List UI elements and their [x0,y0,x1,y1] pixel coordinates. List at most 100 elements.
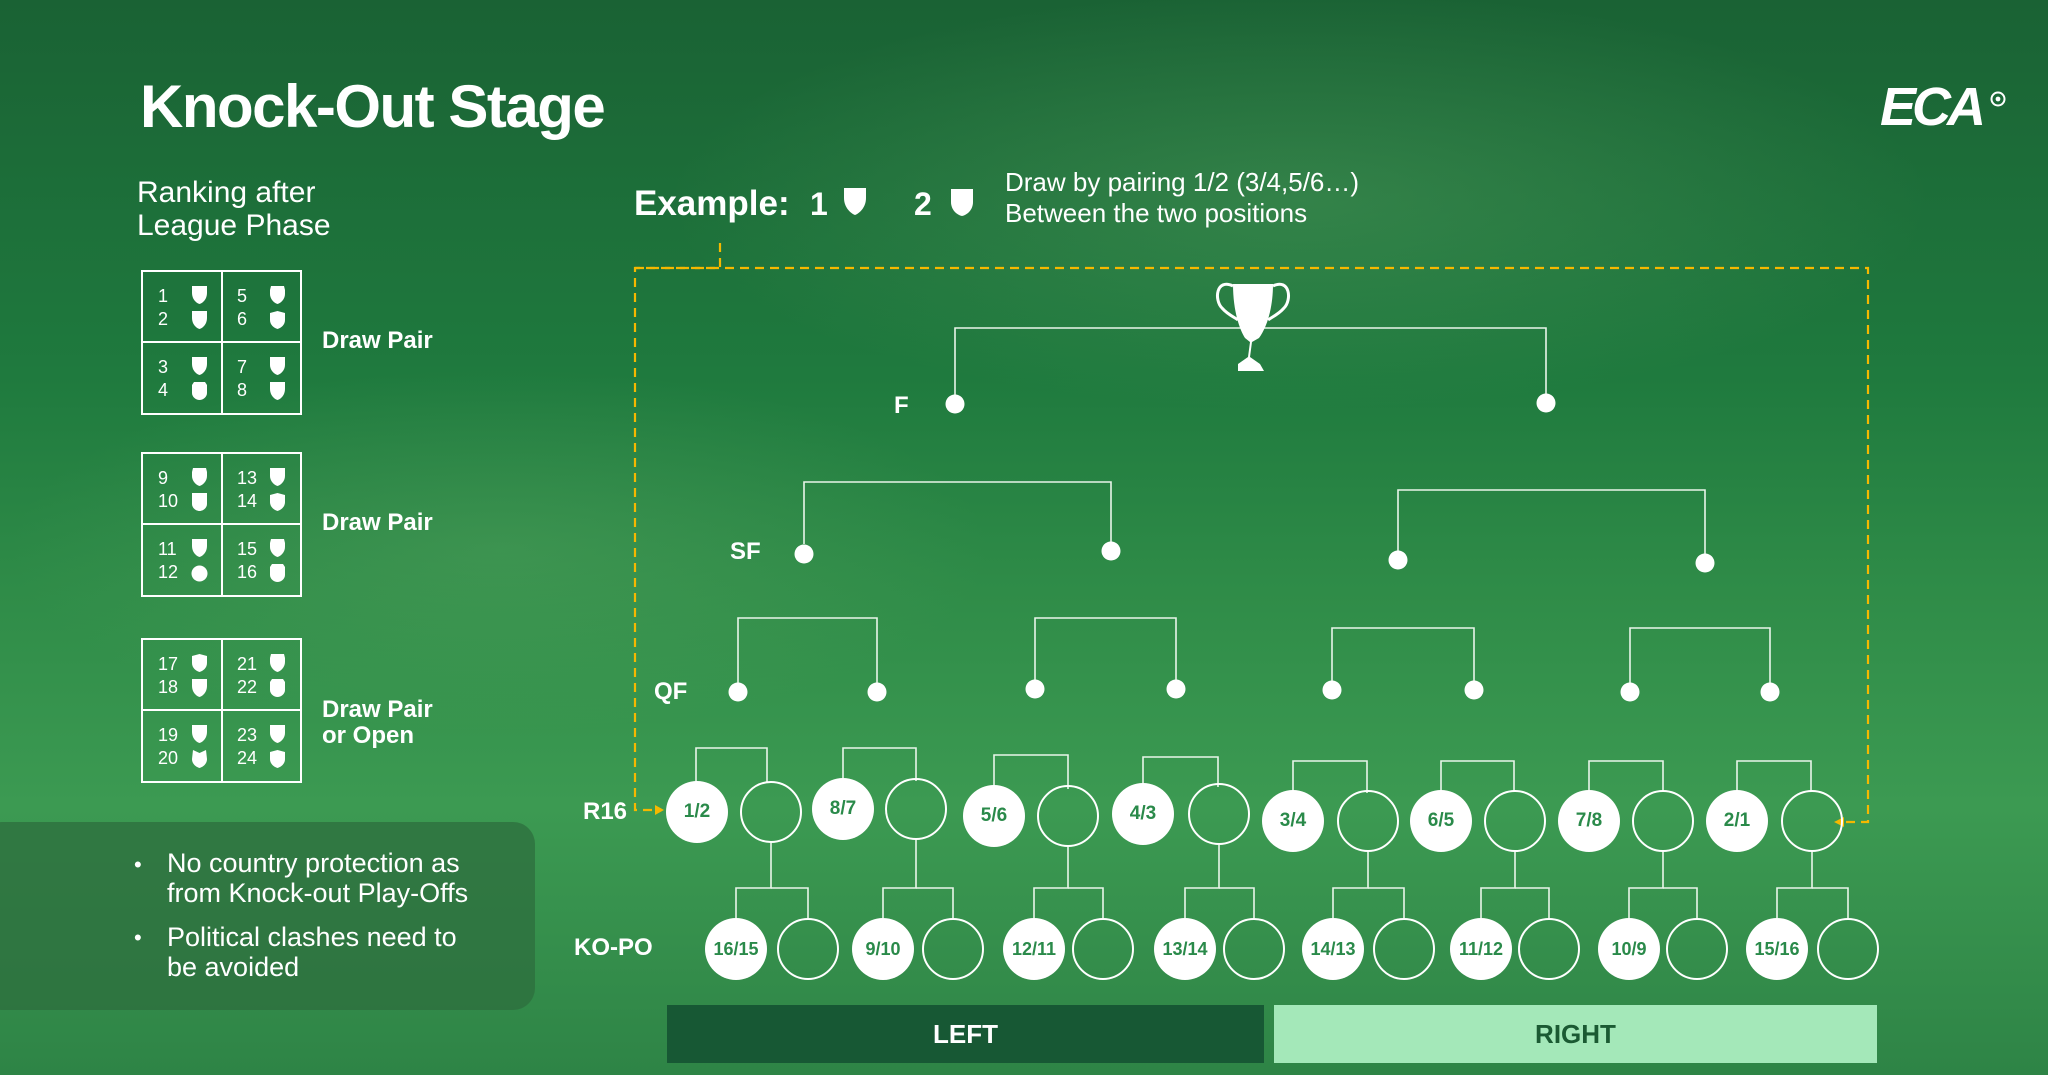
kopo-open-node [777,918,839,980]
ranking-group-2: 9 10 13 14 11 12 15 16 [141,452,302,597]
rank-number: 6 [237,309,248,329]
club-shield-icon [192,539,207,557]
rank-number: 17 [158,654,179,674]
rank-number: 19 [158,725,179,745]
rank-number: 22 [237,677,258,697]
dashed-example-outline [633,243,1870,824]
rank-number: 2 [158,309,169,329]
note-line: be avoided [167,952,300,982]
draw-label-line2: or Open [322,722,415,749]
ranking-title-line1: Ranking after [137,176,316,209]
kopo-pair-node: 10/9 [1598,918,1660,980]
club-shield-icon [192,725,207,743]
club-shield-icon [270,382,285,400]
example-number-2: 2 [914,186,932,222]
bracket-connectors [695,327,1849,918]
example-label: Example: [634,184,790,223]
ranking-group-1: 1 2 5 6 3 4 7 8 [141,270,302,415]
example-number-1: 1 [810,186,828,222]
grid-cell: 5 6 [223,272,299,340]
draw-pair-open-label: Draw Pair or Open [322,697,433,749]
note-line: No country protection as [167,848,460,878]
club-shield-icon [192,311,207,329]
club-shield-icon [192,286,207,304]
ranking-title-line2: League Phase [137,209,331,242]
page-title: Knock-Out Stage [140,73,606,140]
kopo-pair-node: 16/15 [705,918,767,980]
stage-label-kopo: KO-PO [574,934,653,961]
grid-cell: 9 10 [143,454,219,522]
club-shield-icon [270,725,285,743]
r16-open-node [1037,785,1099,847]
club-shield-icon [951,189,973,216]
bullet-icon: • [134,925,142,950]
rank-number: 12 [158,562,179,582]
stage-label-semifinal: SF [730,538,761,565]
r16-pair-node: 1/2 [666,781,728,843]
r16-open-node [1188,783,1250,845]
grid-cell: 23 24 [223,711,299,779]
club-shield-icon [270,493,285,511]
kopo-open-node [922,918,984,980]
club-shield-icon [192,654,207,672]
club-shield-icon [192,468,207,486]
grid-cell: 11 12 [143,525,219,593]
club-shield-icon [270,679,285,697]
club-shield-icon [270,539,285,557]
club-shield-icon [270,311,285,329]
kopo-pair-node: 15/16 [1746,918,1808,980]
grid-cell: 17 18 [143,640,219,708]
club-shield-icon [270,654,285,672]
rank-number: 23 [237,725,258,745]
left-side-bar: LEFT [667,1005,1264,1063]
club-shield-icon [270,468,285,486]
grid-cell: 3 4 [143,343,219,411]
note-line: from Knock-out Play-Offs [167,878,469,908]
club-shield-icon [270,357,285,375]
r16-open-node [1781,790,1843,852]
example-desc-line1: Draw by pairing 1/2 (3/4,5/6…) [1005,167,1360,197]
rank-number: 16 [237,562,258,582]
kopo-pair-node: 12/11 [1003,918,1065,980]
grid-cell: 7 8 [223,343,299,411]
rank-number: 4 [158,380,169,400]
right-side-bar: RIGHT [1274,1005,1877,1063]
bullet-icon: • [134,852,142,877]
rank-number: 7 [237,357,248,377]
grid-cell: 19 20 [143,711,219,779]
example-description: Draw by pairing 1/2 (3/4,5/6…) Between t… [1005,167,1359,229]
rank-number: 24 [237,748,258,768]
draw-pair-label: Draw Pair [322,510,433,536]
rank-number: 15 [237,539,258,559]
rank-number: 5 [237,286,248,306]
stage-label-quarterfinal: QF [654,678,688,705]
note-country-protection: No country protection as from Knock-out … [167,848,468,908]
eca-logo: ECA [1880,77,1986,137]
club-shield-icon [270,564,285,582]
kopo-open-node [1373,918,1435,980]
r16-open-node [1337,790,1399,852]
example-desc-line2: Between the two positions [1005,198,1308,228]
kopo-open-node [1817,918,1879,980]
kopo-pair-node: 11/12 [1450,918,1512,980]
rank-number: 20 [158,748,179,768]
ranking-group-3: 17 18 21 22 19 20 23 24 [141,638,302,783]
draw-label-line1: Draw Pair [322,327,433,354]
arrow-head-left [655,805,664,815]
rank-number: 21 [237,654,258,674]
club-shield-icon [192,382,207,400]
rank-number: 18 [158,677,179,697]
club-shield-icon [192,357,207,375]
r16-pair-node: 2/1 [1706,790,1768,852]
kopo-open-node [1518,918,1580,980]
note-line: Political clashes need to [167,922,457,952]
r16-pair-node: 7/8 [1558,790,1620,852]
club-shield-icon [270,750,285,768]
club-shield-icon [844,188,866,215]
stage-label-final: F [894,392,909,419]
draw-label-line1: Draw Pair [322,696,433,723]
rank-number: 10 [158,491,179,511]
rank-number: 9 [158,468,169,488]
draw-label-line1: Draw Pair [322,509,433,536]
kopo-pair-node: 9/10 [852,918,914,980]
